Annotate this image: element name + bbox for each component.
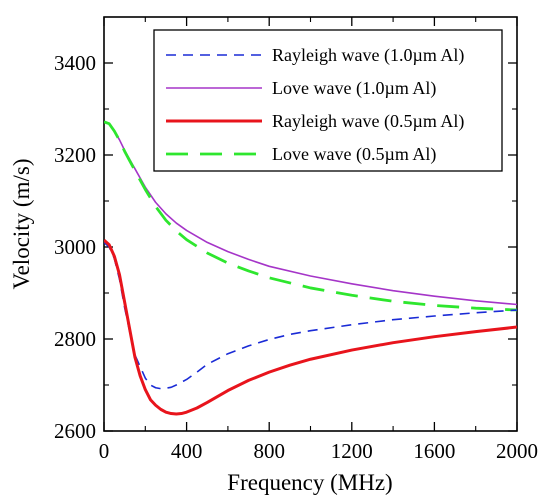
axis-tick-labels: 0 400 800 1200 1600 2000 2600 2800 3000 3200 3400	[54, 51, 538, 463]
x-tick-label: 0	[99, 439, 110, 463]
y-tick-label: 3400	[54, 51, 96, 75]
legend-label-2: Rayleigh wave (0.5µm Al)	[272, 111, 464, 132]
y-axis-label: Velocity (m/s)	[9, 159, 34, 290]
x-tick-label: 2000	[496, 439, 538, 463]
x-axis-label: Frequency (MHz)	[227, 470, 392, 495]
legend-label-0: Rayleigh wave (1.0µm Al)	[272, 45, 464, 66]
x-tick-label: 1200	[331, 439, 373, 463]
y-tick-label: 3000	[54, 235, 96, 259]
series-line-2	[104, 238, 517, 416]
y-tick-label: 2800	[54, 327, 96, 351]
x-tick-label: 800	[253, 439, 285, 463]
series-line-1	[104, 121, 517, 306]
x-tick-label: 400	[171, 439, 203, 463]
legend-box	[153, 29, 503, 172]
y-tick-label: 3200	[54, 143, 96, 167]
axis-ticks	[103, 17, 518, 432]
legend: Rayleigh wave (1.0µm Al) Love wave (1.0µm…	[153, 29, 503, 172]
series-lines	[104, 120, 517, 416]
x-tick-label: 1600	[413, 439, 455, 463]
legend-label-1: Love wave (1.0µm Al)	[272, 78, 436, 99]
series-line-3	[104, 120, 517, 312]
series-line-0	[104, 241, 517, 390]
y-tick-label: 2600	[54, 419, 96, 443]
legend-label-3: Love wave (0.5µm Al)	[272, 144, 436, 165]
